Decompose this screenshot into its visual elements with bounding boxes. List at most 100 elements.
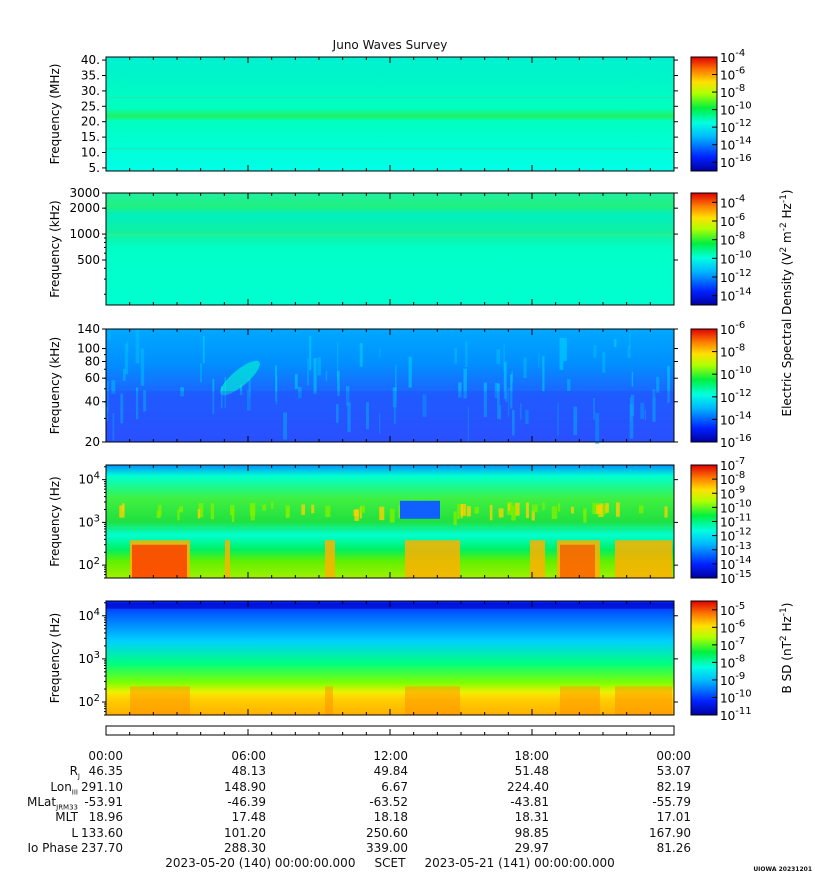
y-tick-label: 40. (81, 53, 100, 67)
colorbar-tick-label: 10-4 (720, 193, 745, 210)
panel-4: 104 103 102 Frequency (Hz) 10-710-810-910-10… (48, 456, 752, 586)
ephemeris-value: 18.96 (88, 810, 123, 825)
ephemeris-value: 6.67 (381, 779, 408, 794)
ephemeris-value: 291.10 (81, 779, 123, 794)
colorbar-5 (690, 600, 718, 716)
colorbar-tick-label: 10-10 (720, 688, 752, 705)
colorbar-tick-label: 10-6 (720, 212, 745, 229)
credit-label: UIOWA 20231201 (753, 866, 812, 873)
ephemeris-label: MLatJRM33 (27, 794, 78, 812)
ephemeris-label: RJ (69, 764, 80, 781)
colorbar-tick-label: 10-14 (720, 136, 752, 153)
y-tick-label: 60 (85, 371, 100, 385)
y-tick-label: 100 (77, 342, 100, 356)
ephemeris-value: 48.13 (231, 764, 266, 779)
y-tick-label: 80 (85, 354, 100, 368)
footer-start: 2023-05-20 (140) 00:00:00.000 (165, 856, 356, 870)
colorbar-tick-label: 10-8 (720, 470, 745, 487)
ephemeris-value: 46.35 (88, 764, 123, 779)
ephemeris-value: -55.79 (652, 794, 691, 809)
colorbar-tick-label: 10-6 (720, 320, 745, 337)
y-tick-label: 103 (78, 513, 100, 529)
colorbar-tick-label: 10-11 (720, 513, 752, 530)
ephemeris-value: 339.00 (366, 840, 408, 855)
colorbar-tick-label: 10-11 (720, 706, 752, 723)
ephemeris-value: 148.90 (224, 779, 266, 794)
ephemeris-value: 81.26 (656, 840, 691, 855)
y-tick-label: 104 (78, 471, 100, 487)
colorbar-tick-label: 10-4 (720, 48, 745, 65)
colorbar-tick-label: 10-8 (720, 231, 745, 248)
ephemeris-value: 17.01 (656, 810, 691, 825)
ephemeris-value: 237.70 (81, 840, 123, 855)
y-tick-label: 102 (78, 556, 100, 572)
ephemeris-value: 51.48 (514, 764, 549, 779)
y-tick-label: 2000 (69, 201, 100, 215)
colorbar-title-magnetic: B SD (nT2 Hz-1) (779, 603, 794, 694)
colorbar-tick-label: 10-7 (720, 456, 745, 473)
y-tick-label: 25. (81, 99, 100, 113)
colorbar-tick-label: 10-12 (720, 118, 752, 135)
y-tick-label: 40 (85, 395, 100, 409)
colorbar-tick-label: 10-6 (720, 66, 745, 83)
ephemeris-value: 29.97 (514, 840, 549, 855)
y-tick-label: 20. (81, 115, 100, 129)
y-tick-label: 30. (81, 84, 100, 98)
colorbar-tick-label: 10-12 (720, 268, 752, 285)
ephemeris-value: 288.30 (224, 840, 266, 855)
ephemeris-value: -46.39 (227, 794, 266, 809)
colorbar-tick-label: 10-10 (720, 498, 752, 515)
footer-end: 2023-05-21 (141) 00:00:00.000 (424, 856, 615, 870)
ephemeris-value: 18.31 (514, 810, 549, 825)
y-tick-label: 5. (89, 161, 100, 175)
colorbar-tick-label: 10-5 (720, 601, 745, 618)
colorbar-tick-label: 10-13 (720, 541, 752, 558)
colorbar-title-electric: Electric Spectral Density (V2 m-2 Hz-1) (779, 189, 794, 416)
y-axis-label: Frequency (kHz) (48, 337, 62, 434)
y-tick-label: 3000 (69, 186, 100, 200)
y-tick-label: 35. (81, 68, 100, 82)
y-tick-label: 102 (78, 693, 100, 709)
ephemeris-value: 224.40 (507, 779, 549, 794)
footer-scet: SCET (374, 856, 406, 870)
colorbar-tick-label: 10-8 (720, 343, 745, 360)
colorbar-tick-label: 10-9 (720, 671, 745, 688)
time-label: 18:00 (514, 749, 549, 763)
ephemeris-value: 167.90 (649, 825, 691, 840)
ephemeris-value: 49.84 (373, 764, 408, 779)
colorbar-tick-label: 10-9 (720, 484, 745, 501)
colorbar-3 (690, 328, 718, 443)
colorbar-tick-label: 10-6 (720, 618, 745, 635)
ephemeris-value: 18.18 (373, 810, 408, 825)
time-label: 06:00 (231, 749, 266, 763)
ephemeris-value: 250.60 (366, 825, 408, 840)
time-range-footer: 2023-05-20 (140) 00:00:00.000 SCET 2023-… (0, 856, 780, 870)
spectrogram-1 (106, 57, 674, 171)
y-tick-label: 15. (81, 130, 100, 144)
y-tick-label: 103 (78, 650, 100, 666)
chart-title: Juno Waves Survey (332, 38, 448, 52)
colorbar-tick-label: 10-12 (720, 388, 752, 405)
ephemeris-value: 82.19 (656, 779, 691, 794)
colorbar-tick-label: 10-14 (720, 555, 752, 572)
ephemeris-label: L (71, 825, 78, 840)
y-axis-label: Frequency (kHz) (48, 200, 62, 297)
time-label: 00:00 (656, 749, 691, 763)
colorbar-tick-label: 10-10 (720, 101, 752, 118)
ephemeris-value: 98.85 (514, 825, 549, 840)
ephemeris-label: MLT (55, 810, 78, 825)
y-tick-label: 500 (77, 253, 100, 267)
y-tick-label: 1000 (69, 227, 100, 241)
ephemeris-value: -43.81 (510, 794, 549, 809)
colorbar-tick-label: 10-10 (720, 249, 752, 266)
ephemeris-value: 53.07 (656, 764, 691, 779)
y-tick-label: 20 (85, 435, 100, 449)
colorbar-tick-label: 10-7 (720, 636, 745, 653)
colorbar-tick-label: 10-14 (720, 410, 752, 427)
ephemeris-label: LonIII (50, 779, 78, 796)
y-tick-label: 10. (81, 146, 100, 160)
